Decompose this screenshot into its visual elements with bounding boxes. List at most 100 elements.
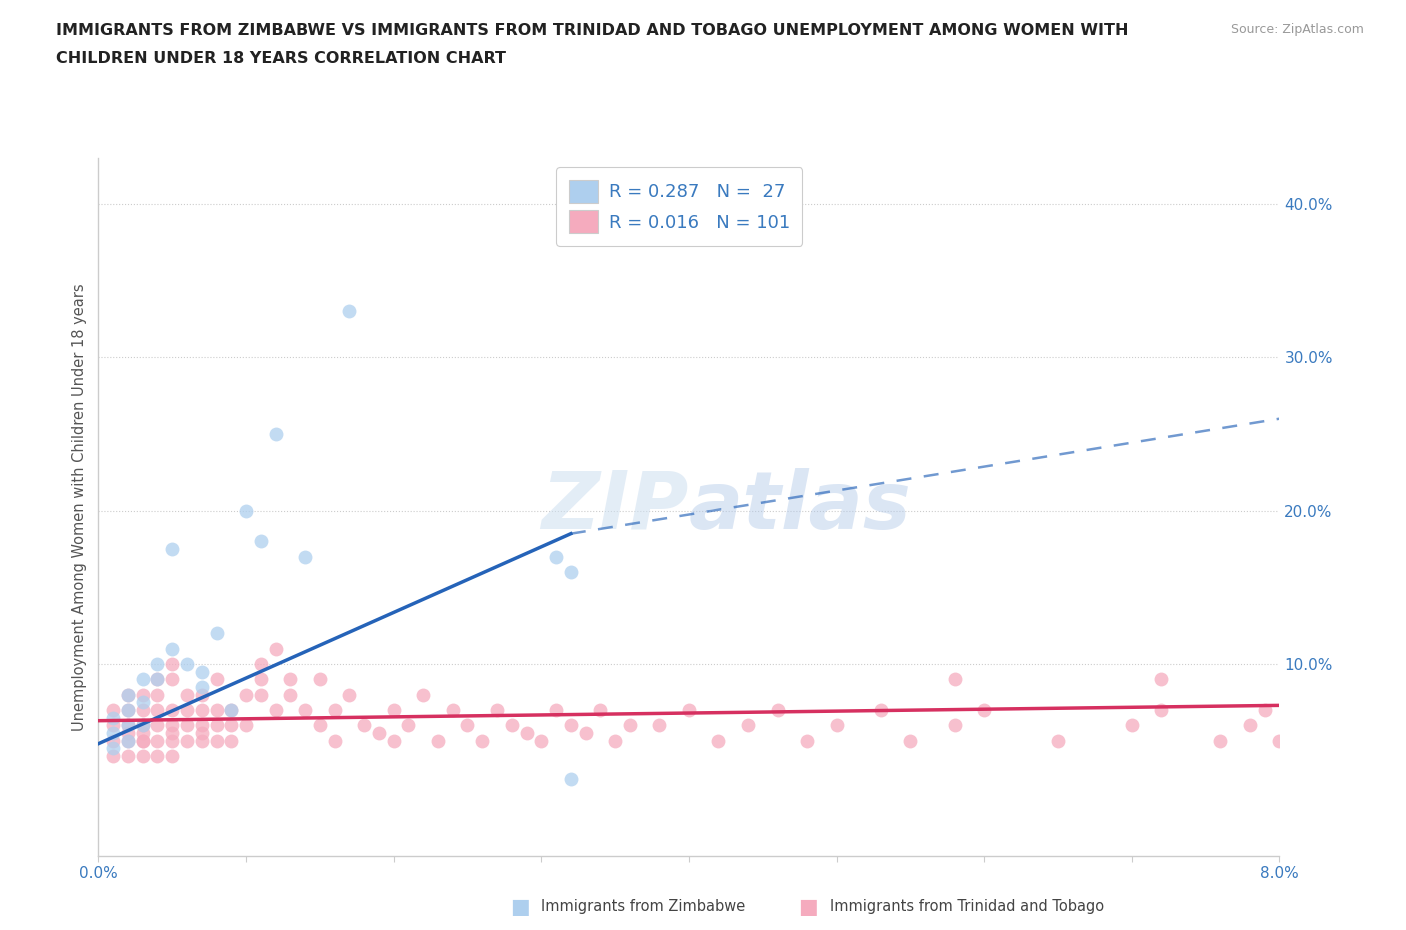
Point: [117, 702, 139, 717]
Point: [308, 718, 332, 733]
Point: [1268, 733, 1291, 748]
Point: [132, 749, 155, 764]
Point: [176, 718, 198, 733]
Point: [278, 671, 302, 686]
Point: [117, 687, 139, 702]
Point: [132, 725, 155, 740]
Point: [605, 733, 627, 748]
Point: [1254, 702, 1277, 717]
Point: [308, 671, 332, 686]
Point: [132, 718, 155, 733]
Point: [560, 565, 582, 579]
Point: [162, 733, 183, 748]
Point: [176, 702, 198, 717]
Point: [162, 718, 183, 733]
Point: [796, 733, 818, 748]
Point: [132, 733, 155, 748]
Point: [973, 702, 995, 717]
Point: [146, 749, 169, 764]
Point: [162, 641, 183, 656]
Point: [205, 702, 228, 717]
Point: [1239, 718, 1261, 733]
Point: [546, 702, 568, 717]
Point: [191, 718, 214, 733]
Point: [264, 427, 287, 442]
Point: [191, 725, 214, 740]
Point: [146, 671, 169, 686]
Point: [426, 733, 449, 748]
Point: [869, 702, 891, 717]
Point: [162, 725, 183, 740]
Point: [1209, 733, 1232, 748]
Point: [132, 702, 155, 717]
Point: [485, 702, 508, 717]
Point: [367, 725, 389, 740]
Point: [176, 733, 198, 748]
Point: [117, 725, 139, 740]
Point: [117, 702, 139, 717]
Point: [546, 550, 568, 565]
Text: ZIP: ZIP: [541, 468, 689, 546]
Point: [191, 733, 214, 748]
Point: [132, 733, 155, 748]
Point: [766, 702, 789, 717]
Point: [191, 687, 214, 702]
Point: [560, 772, 582, 787]
Point: [146, 718, 169, 733]
Point: [264, 702, 287, 717]
Point: [250, 687, 273, 702]
Point: [117, 718, 139, 733]
Point: [412, 687, 434, 702]
Point: [264, 641, 287, 656]
Point: [103, 718, 125, 733]
Point: [323, 733, 346, 748]
Text: IMMIGRANTS FROM ZIMBABWE VS IMMIGRANTS FROM TRINIDAD AND TOBAGO UNEMPLOYMENT AMO: IMMIGRANTS FROM ZIMBABWE VS IMMIGRANTS F…: [56, 23, 1129, 38]
Point: [441, 702, 464, 717]
Y-axis label: Unemployment Among Women with Children Under 18 years: Unemployment Among Women with Children U…: [72, 283, 87, 731]
Text: Immigrants from Zimbabwe: Immigrants from Zimbabwe: [541, 899, 745, 914]
Point: [219, 718, 242, 733]
Point: [574, 725, 596, 740]
Point: [323, 702, 346, 717]
Point: [132, 687, 155, 702]
Point: [943, 671, 966, 686]
Point: [943, 718, 966, 733]
Point: [1150, 702, 1173, 717]
Point: [382, 702, 405, 717]
Point: [205, 718, 228, 733]
Point: [678, 702, 700, 717]
Point: [191, 702, 214, 717]
Point: [219, 733, 242, 748]
Point: [117, 733, 139, 748]
Point: [235, 687, 257, 702]
Point: [146, 702, 169, 717]
Point: [117, 733, 139, 748]
Point: [619, 718, 641, 733]
Point: [219, 702, 242, 717]
Point: [219, 702, 242, 717]
Point: [1121, 718, 1143, 733]
Point: [278, 687, 302, 702]
Point: [103, 749, 125, 764]
Point: [205, 671, 228, 686]
Point: [501, 718, 523, 733]
Point: [176, 657, 198, 671]
Point: [117, 749, 139, 764]
Text: Source: ZipAtlas.com: Source: ZipAtlas.com: [1230, 23, 1364, 36]
Point: [1150, 671, 1173, 686]
Point: [162, 541, 183, 556]
Point: [294, 702, 316, 717]
Point: [337, 304, 360, 319]
Text: ■: ■: [510, 897, 530, 917]
Point: [162, 702, 183, 717]
Point: [456, 718, 478, 733]
Point: [205, 626, 228, 641]
Point: [900, 733, 922, 748]
Point: [294, 550, 316, 565]
Point: [103, 702, 125, 717]
Point: [132, 718, 155, 733]
Point: [162, 671, 183, 686]
Point: [530, 733, 553, 748]
Point: [235, 503, 257, 518]
Point: [146, 671, 169, 686]
